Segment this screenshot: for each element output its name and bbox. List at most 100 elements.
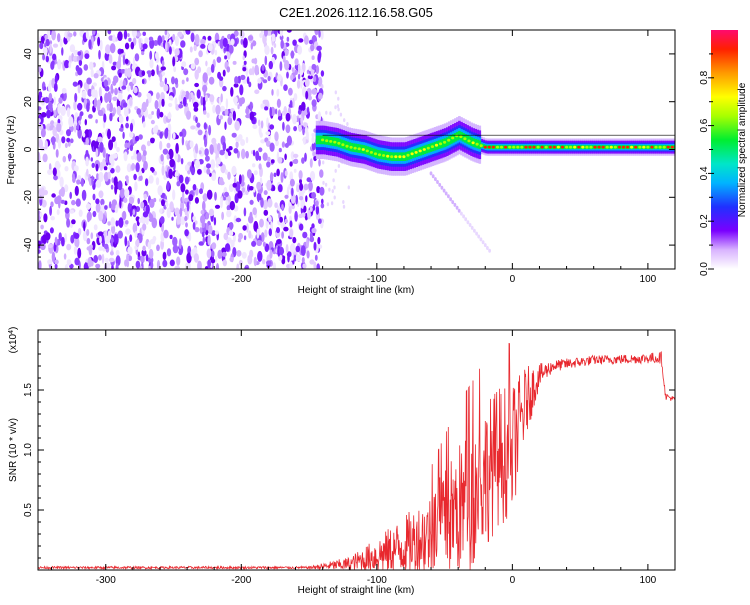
colorbar-label: Normalized spectral amplitude [737,82,748,217]
spectrogram-peak-cell [487,145,491,149]
spectrogram-peak-cell [658,145,662,149]
spectrogram-noise-cell [242,55,245,61]
spectrogram-noise-cell [228,230,234,237]
spectrogram-noise-cell [156,108,161,119]
spectrogram-noise-cell [283,84,288,91]
spectrogram-noise-cell [201,231,205,238]
spectrogram-noise-cell [247,184,250,193]
spectrogram-noise-cell [91,240,96,251]
spectrogram-noise-cell [251,65,255,76]
spectrogram-noise-cell [52,167,57,177]
spectrogram-noise-cell [90,157,94,162]
spectrogram-noise-cell [202,200,206,212]
spectrogram-noise-cell [228,44,234,54]
spectrogram-noise-cell [202,193,208,202]
spectrogram-noise-cell [53,175,58,181]
spectrogram-noise-cell [101,253,105,264]
spectrogram-peak-cell [325,139,329,143]
spectrogram-noise-cell [49,43,52,54]
spectrogram-noise-cell [234,76,239,85]
spectrogram-noise-cell [131,163,136,171]
spectrogram-noise-cell [86,102,90,113]
spectrogram-noise-cell [63,59,70,69]
spectrogram-noise-cell [311,223,315,230]
spectrogram-noise-cell [97,36,101,47]
spectrogram-noise-cell [159,208,163,214]
spectrogram-noise-cell [247,35,254,41]
spectrogram-noise-cell [77,102,83,111]
spectrogram-noise-cell [247,254,253,265]
spectrogram-noise-cell [91,89,97,98]
spectrogram-noise-cell [316,263,320,269]
spectrogram-noise-cell [291,204,296,210]
spectrogram-noise-cell [284,153,287,161]
spectrogram-peak-cell [544,145,548,149]
spectrogram-noise-cell [264,45,270,56]
spectrogram-peak-cell [357,147,361,151]
spectrogram-noise-cell [227,171,231,180]
spectrogram-noise-cell [219,180,225,186]
spectrogram-noise-cell [239,84,244,96]
spectrogram-noise-cell [108,164,112,170]
spectrogram-noise-cell [190,30,196,33]
spectrogram-noise-cell [95,202,101,213]
spectrogram-noise-cell [288,87,293,96]
spectrogram-noise-cell [231,132,237,138]
spectrogram-y-tick-label: -40 [23,237,34,252]
spectrogram-noise-cell [49,205,52,216]
spectrogram-noise-cell [172,132,176,140]
spectrogram-ridge-cell [344,140,347,150]
spectrogram-noise-cell [86,168,89,177]
spectrogram-noise-cell [202,72,208,83]
spectrogram-peak-cell [617,145,622,149]
spectrogram-noise-cell [182,191,185,203]
spectrogram-noise-cell [269,106,273,117]
spectrogram-peak-cell [528,145,532,149]
spectrogram-noise-cell [157,35,163,46]
spectrogram-noise-cell [279,216,283,223]
spectrogram-noise-cell [109,43,116,54]
spectrogram-noise-cell [200,38,206,45]
spectrogram-noise-cell [91,162,95,168]
spectrogram-noise-cell [259,132,263,138]
spectrogram-noise-cell [240,180,245,187]
spectrogram-noise-cell [306,238,309,249]
spectrogram-noise-cell [160,154,164,162]
spectrogram-ridge-cell [478,140,482,149]
spectrogram-noise-cell [185,222,188,228]
spectrogram-noise-cell [239,97,243,107]
spectrogram-noise-cell [322,180,325,185]
spectrogram-peak-cell [589,145,593,149]
spectrogram-noise-cell [162,259,168,268]
spectrogram-noise-cell [89,61,94,70]
spectrogram-noise-cell [277,184,283,193]
spectrogram-noise-cell [289,261,293,269]
spectrogram-noise-cell [318,92,323,100]
spectrogram-noise-cell [106,103,110,111]
spectrogram-noise-cell [306,250,310,259]
spectrogram-noise-cell [50,201,54,208]
spectrogram-noise-cell [219,76,224,81]
spectrogram-ridge-cell [474,139,477,148]
spectrogram-noise-cell [331,189,334,194]
spectrogram-noise-cell [280,172,284,183]
spectrogram-noise-cell [56,122,62,133]
spectrogram-noise-cell [320,30,324,40]
spectrogram-noise-cell [309,170,316,182]
spectrogram-peak-cell [390,155,394,159]
snr-marks [38,343,675,570]
spectrogram-peak-cell [345,144,349,148]
spectrogram-peak-cell [479,144,483,148]
spectrogram-noise-cell [220,197,223,209]
spectrogram-noise-cell [144,178,149,187]
spectrogram-peak-cell [499,145,504,149]
spectrogram-noise-cell [161,98,165,107]
spectrogram-noise-cell [51,30,56,41]
spectrogram-noise-cell [240,74,246,81]
spectrogram-noise-cell [245,105,249,116]
spectrogram-peak-cell [398,155,402,159]
spectrogram-artifact-cell [447,194,450,199]
spectrogram-noise-cell [161,60,165,67]
spectrogram-noise-cell [304,78,310,87]
spectrogram-noise-cell [107,30,112,35]
